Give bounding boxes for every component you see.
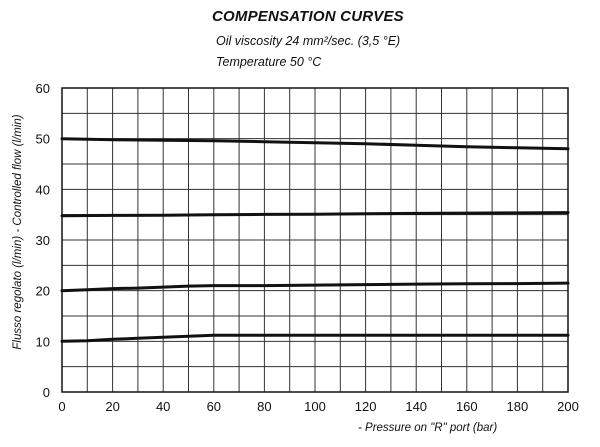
x-tick-label: 120 (355, 399, 377, 414)
plot-frame (61, 87, 569, 393)
chart-subtitle-temperature: Temperature 50 °C (216, 55, 322, 69)
y-tick-label: 0 (43, 385, 50, 400)
x-tick-label: 40 (156, 399, 170, 414)
x-tick-label: 140 (405, 399, 427, 414)
curve-line-2 (60, 211, 570, 218)
x-axis-label: - Pressure on "R" port (bar) (358, 422, 497, 434)
curves (60, 137, 570, 343)
y-tick-label: 60 (36, 81, 50, 96)
x-tick-label: 180 (507, 399, 529, 414)
chart-title: COMPENSATION CURVES (212, 8, 404, 25)
y-tick-label: 30 (36, 233, 50, 248)
y-tick-label: 20 (36, 284, 50, 299)
y-tick-label: 40 (36, 182, 50, 197)
x-tick-label: 200 (557, 399, 579, 414)
x-tick-label: 60 (207, 399, 221, 414)
plot-border (61, 87, 569, 393)
x-tick-label: 80 (257, 399, 271, 414)
curve-line-3 (60, 281, 570, 293)
x-tick-label: 160 (456, 399, 478, 414)
chart-subtitle-viscosity: Oil viscosity 24 mm²/sec. (3,5 °E) (216, 34, 401, 48)
x-tick-label: 0 (58, 399, 65, 414)
x-tick-label: 20 (105, 399, 119, 414)
x-tick-label: 100 (304, 399, 326, 414)
x-tick-labels: 0 20 40 60 80 100 120 140 160 180 200 (58, 399, 578, 414)
y-axis-label: Flusso regolato (l/min) - Controlled flo… (12, 114, 24, 349)
y-tick-labels: 0 10 20 30 40 50 60 (36, 81, 50, 400)
y-tick-label: 50 (36, 132, 50, 147)
grid-lines (61, 87, 569, 393)
curve-line-1 (60, 137, 570, 151)
curve-line-4 (60, 333, 570, 343)
y-tick-label: 10 (36, 334, 50, 349)
